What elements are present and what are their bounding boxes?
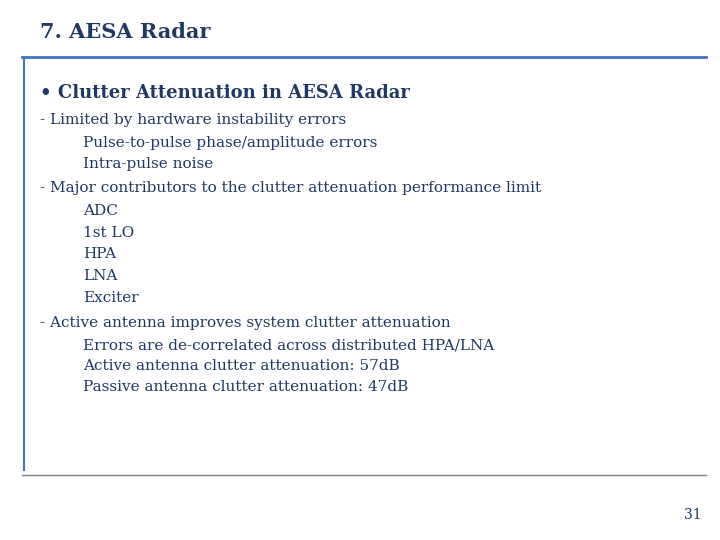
Text: • Clutter Attenuation in AESA Radar: • Clutter Attenuation in AESA Radar [40,84,410,102]
Text: 1st LO: 1st LO [83,226,134,240]
Text: 31: 31 [685,508,702,522]
Text: Active antenna clutter attenuation: 57dB: Active antenna clutter attenuation: 57dB [83,359,400,373]
Text: 7. AESA Radar: 7. AESA Radar [40,22,210,42]
Text: - Limited by hardware instability errors: - Limited by hardware instability errors [40,113,346,127]
Text: LNA: LNA [83,269,117,283]
Text: - Major contributors to the clutter attenuation performance limit: - Major contributors to the clutter atte… [40,181,541,195]
Text: Exciter: Exciter [83,291,138,305]
Text: Errors are de-correlated across distributed HPA/LNA: Errors are de-correlated across distribu… [83,339,494,353]
Text: Pulse-to-pulse phase/amplitude errors: Pulse-to-pulse phase/amplitude errors [83,136,377,150]
Text: Passive antenna clutter attenuation: 47dB: Passive antenna clutter attenuation: 47d… [83,380,408,394]
Text: - Active antenna improves system clutter attenuation: - Active antenna improves system clutter… [40,316,450,330]
Text: ADC: ADC [83,204,117,218]
Text: Intra-pulse noise: Intra-pulse noise [83,157,213,171]
Text: HPA: HPA [83,247,116,261]
